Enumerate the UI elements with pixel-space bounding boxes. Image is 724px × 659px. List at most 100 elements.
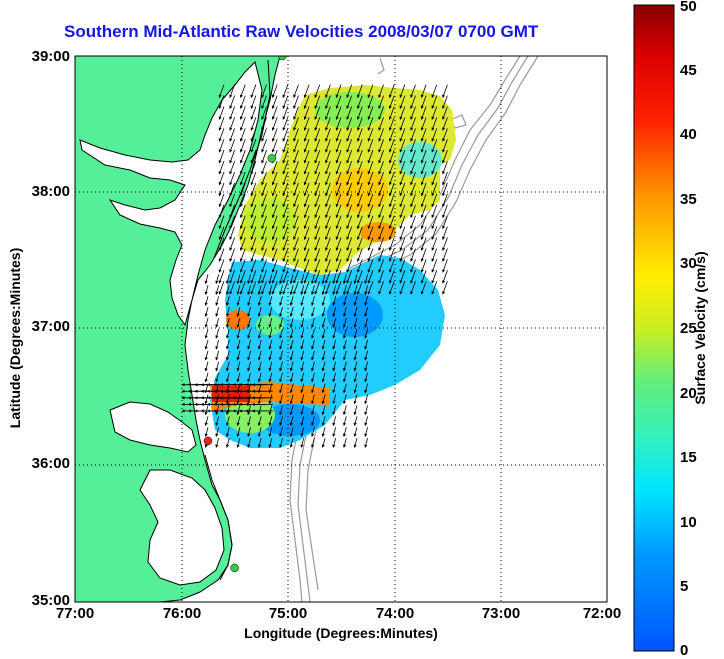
velocity-vector [204,274,209,285]
velocity-vector [293,160,299,175]
velocity-vector [431,139,438,153]
velocity-vector [378,270,384,284]
velocity-vector [282,226,289,240]
velocity-vector [279,350,283,361]
velocity-vector [239,150,246,164]
velocity-vector [289,350,294,361]
velocity-vector [247,307,251,317]
velocity-vector [431,281,438,295]
colorbar-tick-label: 45 [680,62,697,79]
velocity-vector [410,106,416,120]
velocity-vector [303,150,310,164]
velocity-vector [289,285,294,296]
velocity-vector [311,339,315,350]
velocity-vector [229,171,235,186]
velocity-vector [239,128,246,142]
velocity-vector [314,95,321,109]
velocity-vector [378,171,384,186]
velocity-vector [303,193,310,208]
velocity-vector [250,106,257,120]
colorbar [633,4,675,652]
velocity-vector [431,270,438,284]
velocity-vector [218,204,225,219]
velocity-vector [289,427,294,437]
velocity-vector [399,95,406,109]
velocity-vector [218,95,225,109]
velocity-vector [388,215,395,230]
velocity-vector [250,259,257,273]
velocity-vector [204,339,209,350]
velocity-vector [293,150,299,164]
velocity-vector [268,328,273,339]
velocity-vector [343,285,347,296]
radar-station-marker [230,563,239,573]
velocity-vector [388,226,395,240]
velocity-vector [257,427,262,437]
velocity-vector [343,350,347,361]
velocity-vector [357,215,363,230]
velocity-vector [399,182,406,197]
velocity-vector [261,84,267,99]
velocity-vector [218,215,225,230]
velocity-vector [335,106,342,120]
velocity-vector [311,394,315,405]
velocity-vector [325,150,331,164]
velocity-vector [204,372,209,383]
velocity-vector [364,361,368,372]
velocity-vector [239,281,246,295]
velocity-vector [279,361,283,372]
velocity-vector [399,259,406,273]
velocity-vector [357,237,363,251]
velocity-vector [303,95,310,109]
velocity-vector [335,182,342,197]
velocity-vector [239,248,246,262]
velocity-vector [303,204,310,219]
velocity-vector [282,150,289,164]
velocity-vector [239,95,246,109]
velocity-vector [335,259,342,273]
velocity-vector [346,237,353,251]
velocity-vector [353,307,358,317]
velocity-vector [378,204,384,219]
velocity-vector [293,128,299,142]
velocity-vector [388,281,395,295]
velocity-vector [314,204,321,219]
velocity-vector [314,139,321,153]
velocity-vector [215,416,220,427]
velocity-vector [321,274,326,285]
velocity-vector [399,270,406,284]
velocity-vector [311,416,315,427]
velocity-vector [257,350,262,361]
velocity-vector [229,193,235,208]
velocity-vector [410,150,416,164]
velocity-vector [247,361,251,372]
velocity-vector [357,139,363,153]
velocity-vector [261,171,267,186]
velocity-vector [261,248,267,262]
velocity-vector [335,84,342,99]
velocity-vector [388,128,395,142]
velocity-vector [410,281,416,295]
velocity-vector [282,95,289,109]
velocity-vector [332,394,337,405]
velocity-vector [335,117,342,131]
velocity-vector [204,405,209,416]
velocity-vector [367,193,374,208]
velocity-vector [239,160,246,175]
velocity-vector [410,95,416,109]
velocity-vector [364,372,368,383]
velocity-vector [229,226,235,240]
velocity-vector [282,248,289,262]
velocity-vector [250,237,257,251]
velocity-vector [364,339,368,350]
velocity-vector [218,259,225,273]
velocity-vector [442,226,448,240]
velocity-vector [303,248,310,262]
velocity-vector [293,226,299,240]
velocity-vector [431,117,438,131]
velocity-vector [300,296,305,306]
velocity-vector [335,171,342,186]
velocity-vector [388,237,395,251]
velocity-vector [388,259,395,273]
velocity-vector [303,226,310,240]
